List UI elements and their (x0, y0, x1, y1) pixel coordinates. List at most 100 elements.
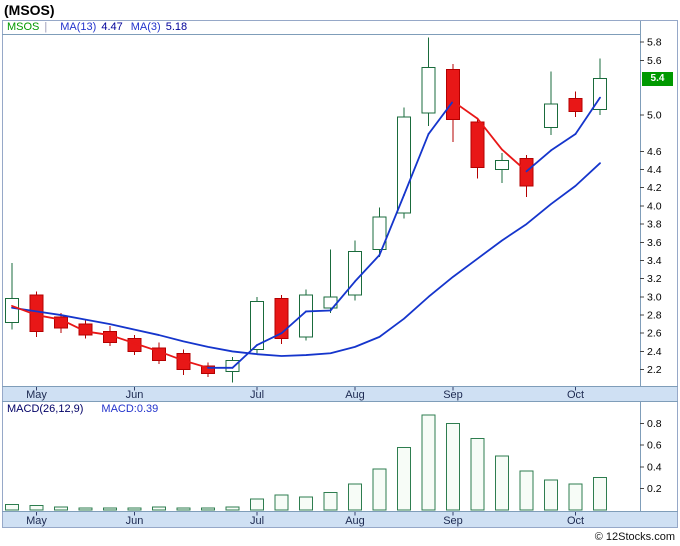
chart-legend: MSOS | MA(13) 4.47 MA(3) 5.18 (7, 21, 187, 33)
macd-histogram-bar (29, 505, 44, 511)
macd-histogram-bar (519, 470, 534, 511)
ma13-label: MA(13) (60, 21, 97, 33)
macd-histogram-bar (593, 477, 607, 511)
price-tick-label: 4.4 (647, 164, 662, 176)
candle-up (372, 216, 387, 251)
ma3-segment (35, 314, 62, 321)
macd-value-label: MACD:0.39 (101, 403, 159, 415)
ma3-segment (60, 318, 87, 333)
ma3-segment (305, 309, 332, 313)
price-tick-label: 4.2 (647, 182, 662, 194)
month-label: Jun (126, 389, 144, 401)
macd-histogram-bar (103, 507, 117, 511)
price-tick-label: 4.6 (647, 146, 662, 158)
month-label: Oct (567, 515, 584, 527)
month-label: Sep (443, 389, 463, 401)
month-band-top (2, 386, 678, 401)
ma3-segment (182, 359, 209, 369)
macd-histogram-bar (78, 507, 93, 511)
macd-histogram-bar (372, 468, 387, 511)
month-label: Sep (443, 515, 463, 527)
month-label: Aug (345, 389, 365, 401)
price-tick-label: 5.6 (647, 55, 662, 67)
ma3-segment (329, 280, 356, 312)
legend-separator: | (44, 21, 48, 33)
macd-histogram-bar (323, 492, 338, 511)
month-label: Jul (250, 389, 264, 401)
price-tick-label: 4.0 (647, 200, 662, 212)
last-price-tag: 5.4 (642, 71, 673, 86)
ma3-segment (256, 332, 283, 346)
macd-histogram-bar (348, 483, 362, 511)
macd-histogram-bar (544, 479, 558, 511)
candle-up (421, 67, 436, 114)
macd-histogram-bar (446, 423, 460, 511)
ma3-segment (280, 310, 307, 335)
ticker-label: MSOS (7, 21, 40, 33)
macd-tick-label: 0.6 (647, 440, 662, 452)
chart-frame-border (2, 20, 678, 528)
month-label: Jul (250, 515, 264, 527)
macd-histogram-bar (568, 483, 583, 511)
month-label: Aug (345, 515, 365, 527)
ma3-segment (476, 117, 503, 151)
month-label: May (26, 389, 47, 401)
candle-up (544, 103, 558, 129)
ma3-segment (452, 100, 479, 120)
price-tick-label: 2.8 (647, 310, 662, 322)
price-tick-label: 3.4 (647, 255, 662, 267)
macd-tick-label: 0.8 (647, 418, 662, 430)
macd-histogram-bar (470, 438, 485, 511)
copyright: © 12Stocks.com (594, 531, 675, 543)
ma3-segment (84, 330, 111, 336)
macd-histogram-bar (274, 494, 289, 511)
ma3-segment (354, 254, 381, 283)
candle-down (274, 298, 289, 340)
ma3-segment (158, 350, 185, 362)
candle-up (5, 298, 19, 323)
macd-histogram-bar (397, 446, 411, 511)
ma3-segment (11, 305, 38, 316)
macd-histogram-bar (225, 506, 240, 511)
macd-histogram-bar (299, 496, 313, 511)
ma3-segment (109, 334, 136, 345)
macd-histogram-bar (250, 498, 264, 511)
page-title: (MSOS) (4, 2, 55, 18)
month-band-bottom (2, 511, 678, 527)
month-label: Jun (126, 515, 144, 527)
candle-down (519, 158, 534, 187)
candle-down (446, 68, 460, 120)
ma3-segment (501, 148, 528, 173)
price-tick-label: 3.2 (647, 273, 662, 285)
ma13-line (11, 162, 601, 357)
candle-down (78, 323, 93, 336)
macd-histogram-bar (421, 414, 436, 511)
ma3-segment (550, 133, 577, 152)
ma3-segment (574, 96, 601, 135)
ma3-segment (427, 100, 454, 135)
ma3-segment (133, 342, 160, 353)
month-label: May (26, 515, 47, 527)
price-tick-label: 2.2 (647, 364, 662, 376)
ma3-segment (378, 194, 405, 256)
candle-up (348, 250, 362, 296)
ma3-label: MA(3) (130, 21, 161, 33)
price-tick-label: 5.8 (647, 37, 662, 49)
macd-histogram-bar (495, 455, 509, 511)
price-tick-label: 3.0 (647, 291, 662, 303)
ma3-value: 5.18 (165, 21, 188, 33)
price-tick-label: 2.6 (647, 328, 662, 340)
macd-histogram-bar (5, 504, 19, 511)
ma3-segment (403, 133, 430, 196)
candle-up (250, 300, 264, 351)
ma13-value: 4.47 (101, 21, 123, 33)
candle-down (201, 365, 215, 374)
candle-up (225, 360, 240, 372)
macd-legend: MACD(26,12,9) MACD:0.39 (7, 403, 158, 415)
macd-histogram-bar (152, 506, 166, 511)
price-tick-label: 2.4 (647, 346, 662, 358)
price-tick-label: 3.6 (647, 237, 662, 249)
price-tick-label: 5.0 (647, 109, 662, 121)
macd-tick-label: 0.4 (647, 461, 662, 473)
